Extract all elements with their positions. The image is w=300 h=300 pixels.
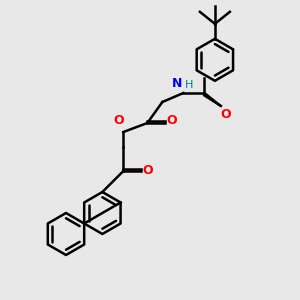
Text: H: H	[185, 80, 193, 90]
Text: O: O	[167, 113, 178, 127]
Text: O: O	[143, 164, 154, 178]
Text: O: O	[114, 115, 124, 128]
Text: O: O	[221, 108, 232, 121]
Text: N: N	[172, 77, 182, 90]
